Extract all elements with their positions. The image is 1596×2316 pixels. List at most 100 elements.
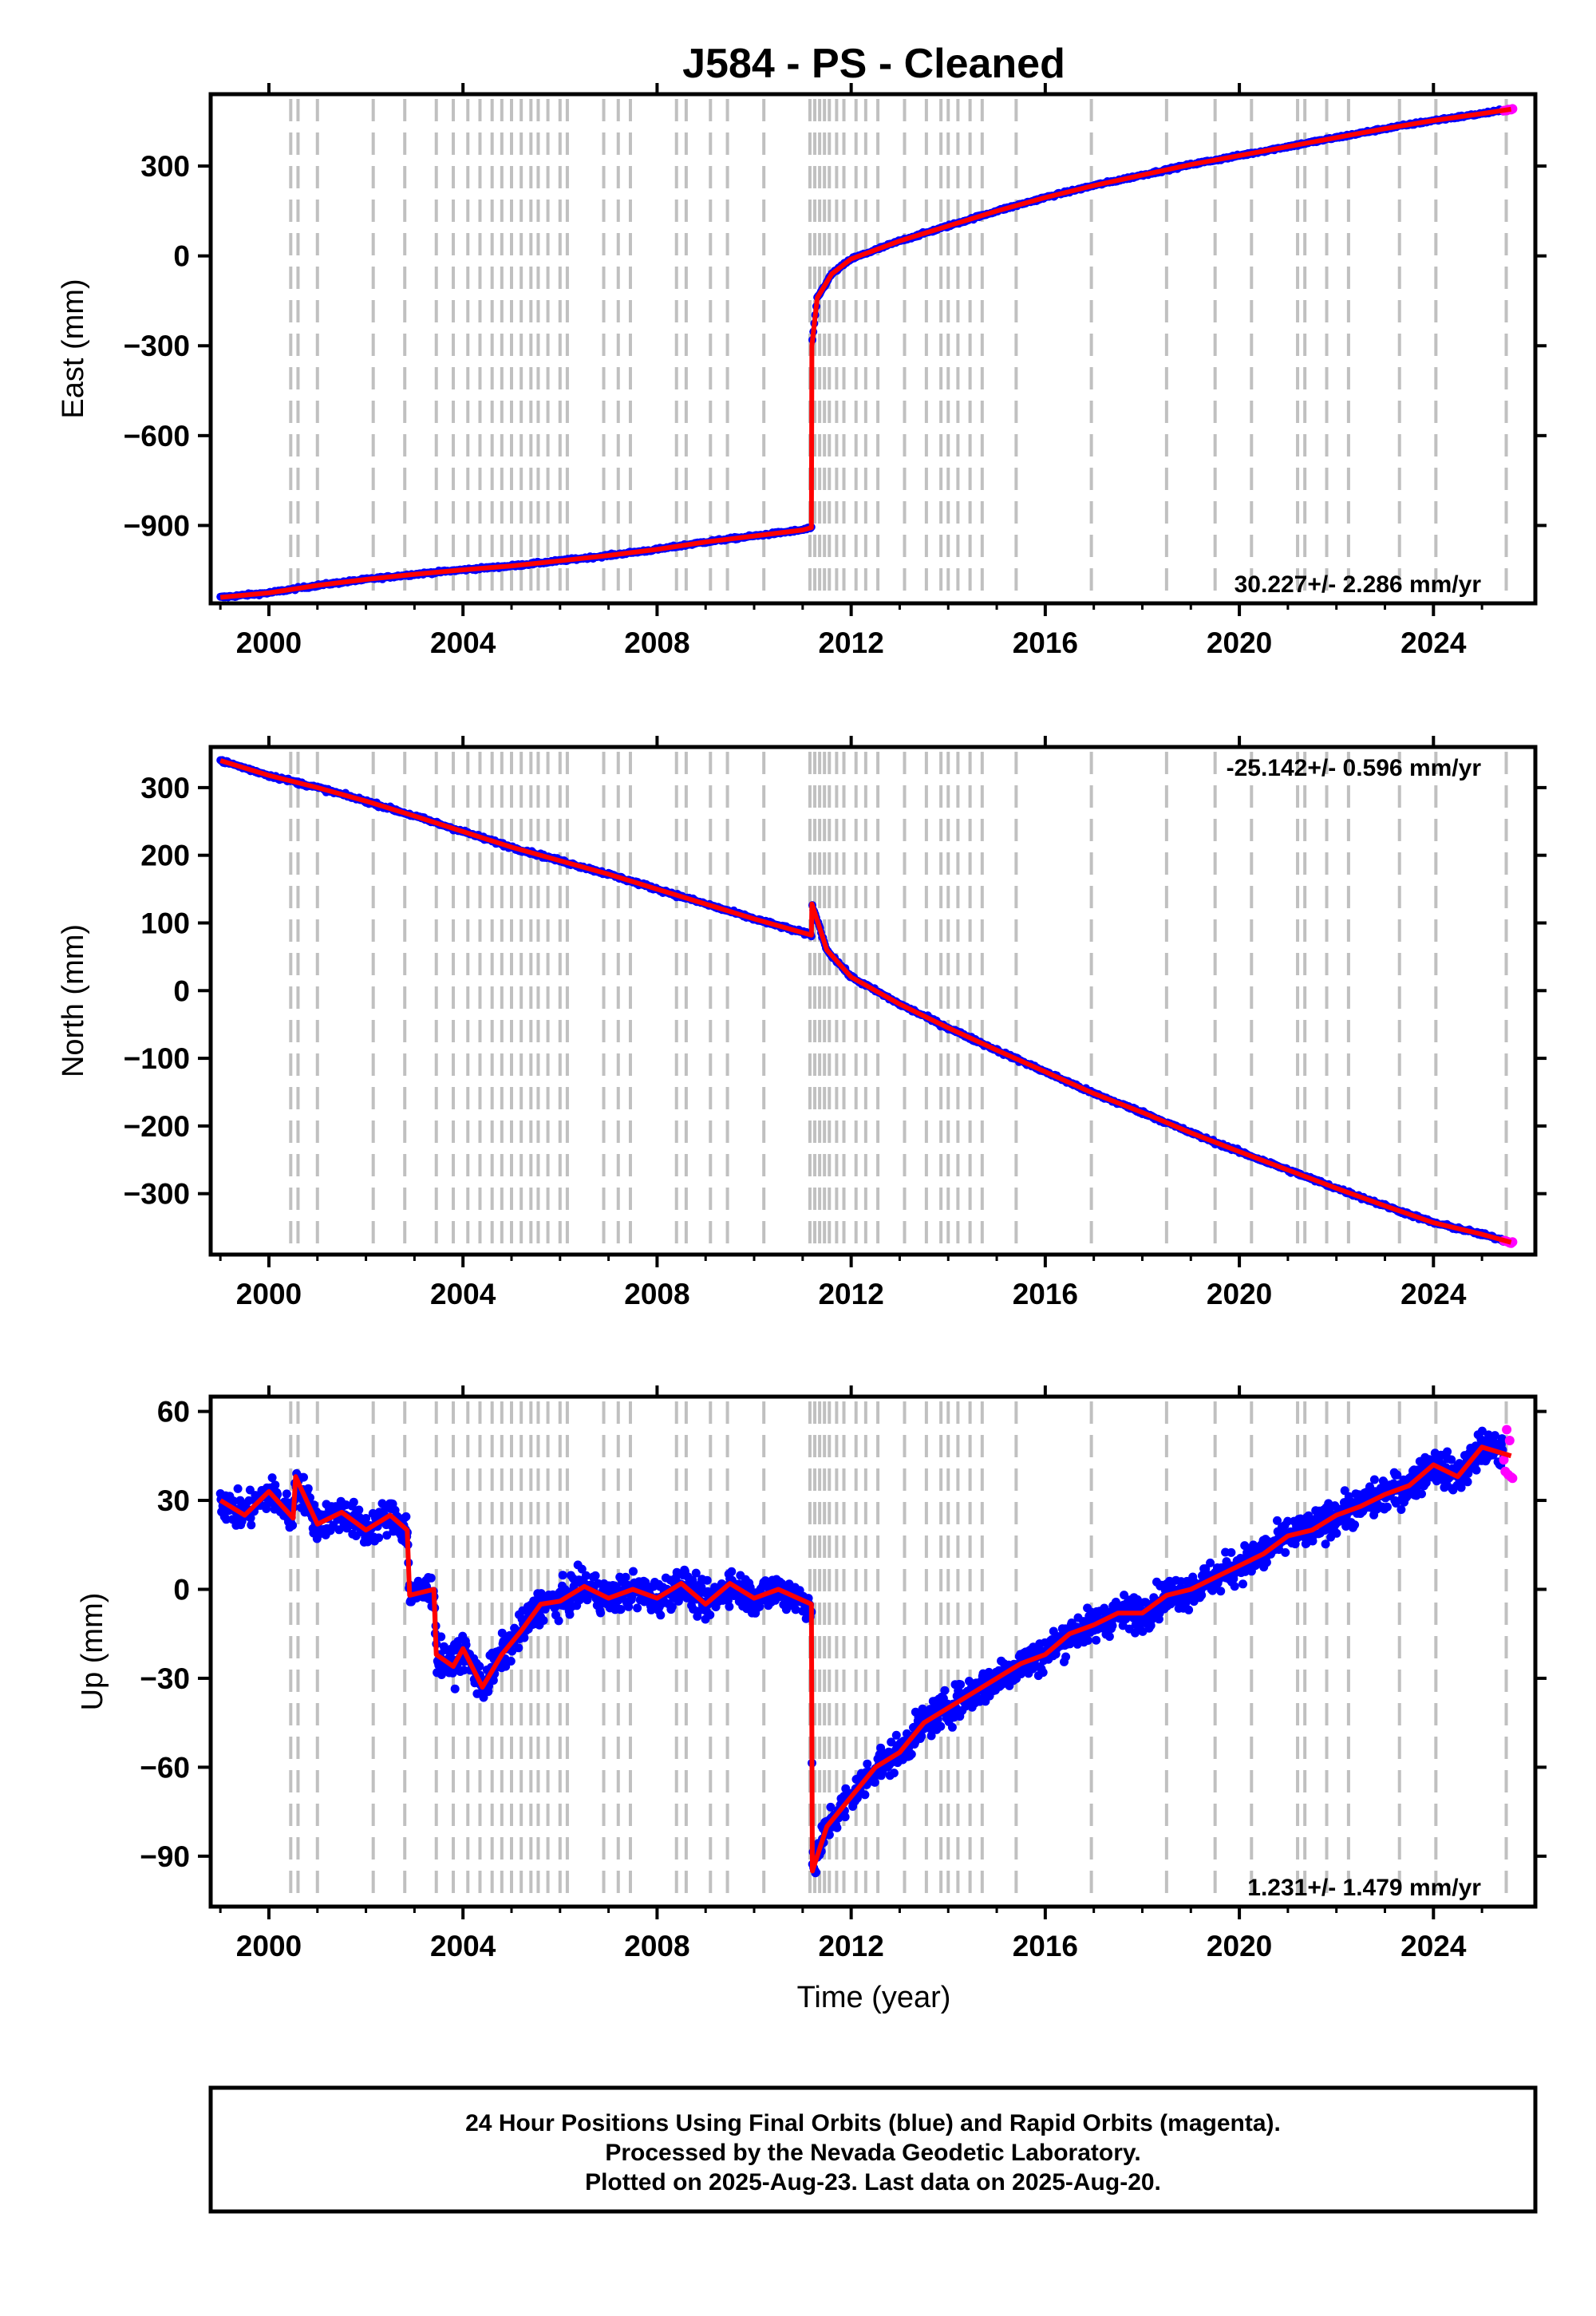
x-tick-label: 2024 <box>1400 626 1467 659</box>
final-orbit-point <box>1108 1621 1117 1630</box>
x-tick-label: 2004 <box>430 1278 496 1310</box>
final-orbit-point <box>1216 1587 1226 1596</box>
final-orbit-point <box>832 1823 842 1832</box>
north-final-orbit-points <box>216 756 1507 1246</box>
final-orbit-point <box>891 1730 901 1740</box>
x-tick-label: 2012 <box>818 626 883 659</box>
final-orbit-point <box>840 1812 850 1822</box>
final-orbit-point <box>1238 1579 1247 1589</box>
final-orbit-point <box>514 1643 523 1653</box>
final-orbit-point <box>705 1611 715 1619</box>
up-panel: 2000 2004 2008 2012 2016 2020 2024−90−60−30030… <box>76 1385 1547 1962</box>
x-tick-label: 2016 <box>1013 626 1078 659</box>
figure-title: J584 - PS - Cleaned <box>682 41 1065 87</box>
x-tick-label: 2004 <box>430 626 496 659</box>
final-orbit-point <box>1382 1502 1392 1512</box>
x-tick-label: 2000 <box>236 626 302 659</box>
final-orbit-point <box>288 1520 298 1530</box>
up-final-orbit-points <box>215 1426 1508 1878</box>
final-orbit-point <box>727 1567 737 1576</box>
north-x-axis: 2000 2004 2008 2012 2016 2020 2024 <box>219 736 1483 1310</box>
final-orbit-point <box>349 1497 358 1507</box>
final-orbit-point <box>860 1790 870 1800</box>
final-orbit-point <box>863 1759 872 1769</box>
north-y-axis-label: North (mm) <box>57 924 90 1077</box>
final-orbit-point <box>947 1722 957 1732</box>
final-orbit-point <box>303 1484 313 1493</box>
final-orbit-point <box>1061 1652 1071 1662</box>
east-equipment-change-lines <box>289 99 1508 599</box>
final-orbit-point <box>475 1662 484 1671</box>
final-orbit-point <box>374 1533 384 1543</box>
final-orbit-point <box>558 1571 567 1580</box>
final-orbit-point <box>1197 1591 1207 1600</box>
final-orbit-point <box>299 1472 308 1482</box>
final-orbit-point <box>1332 1528 1341 1538</box>
final-orbit-point <box>401 1512 411 1521</box>
x-tick-label: 2016 <box>1013 1278 1078 1310</box>
final-orbit-point <box>1281 1547 1290 1557</box>
final-orbit-point <box>907 1749 916 1759</box>
y-tick-label: 300 <box>140 150 190 183</box>
x-tick-label: 2020 <box>1207 1278 1272 1310</box>
final-orbit-point <box>656 1611 666 1620</box>
final-orbit-point <box>596 1608 606 1618</box>
final-orbit-point <box>1350 1520 1360 1530</box>
final-orbit-point <box>889 1769 899 1778</box>
final-orbit-point <box>1038 1668 1048 1678</box>
final-orbit-point <box>233 1484 243 1493</box>
final-orbit-point <box>247 1520 256 1530</box>
final-orbit-point <box>629 1567 638 1576</box>
east-y-axis-label: East (mm) <box>57 279 90 418</box>
final-orbit-point <box>725 1602 734 1611</box>
north-panel: 2000 2004 2008 2012 2016 2020 2024 −300 −200 −100… <box>57 736 1547 1310</box>
final-orbit-point <box>354 1505 364 1515</box>
y-tick-label: 0 <box>173 240 190 273</box>
x-tick-label: 2012 <box>818 1278 883 1310</box>
final-orbit-point <box>554 1616 563 1626</box>
final-orbit-point <box>282 1489 291 1499</box>
y-tick-label: −600 <box>124 420 190 453</box>
y-tick-label: −900 <box>124 509 190 542</box>
final-orbit-point <box>1092 1635 1101 1645</box>
x-tick-label: 2024 <box>1400 1278 1467 1310</box>
y-tick-label: 300 <box>140 772 190 804</box>
final-orbit-point <box>1369 1475 1379 1484</box>
east-panel: 2000 2004 2008 2012 2016 2020 2024−900−600−300… <box>57 83 1547 659</box>
final-orbit-point <box>621 1572 630 1582</box>
final-orbit-point <box>616 1605 626 1614</box>
final-orbit-point <box>1227 1547 1236 1557</box>
y-tick-label: −100 <box>124 1042 190 1075</box>
east-final-orbit-points <box>216 105 1507 602</box>
final-orbit-point <box>1104 1632 1114 1642</box>
final-orbit-point <box>702 1575 712 1585</box>
x-tick-label: 2008 <box>624 1278 689 1310</box>
y-tick-label: −300 <box>124 1178 190 1211</box>
east-plot-frame <box>208 92 1538 606</box>
north-rate-label: -25.142+/- 0.596 mm/yr <box>1227 755 1482 781</box>
east-rate-label: 30.227+/- 2.286 mm/yr <box>1235 571 1482 598</box>
final-orbit-point <box>539 1616 548 1625</box>
final-orbit-point <box>936 1721 946 1731</box>
y-tick-label: 0 <box>173 974 190 1007</box>
final-orbit-point <box>1230 1582 1239 1591</box>
east-x-axis: 2000 2004 2008 2012 2016 2020 2024 <box>219 83 1483 659</box>
final-orbit-point <box>506 1657 516 1666</box>
final-orbit-point <box>426 1573 436 1583</box>
final-orbit-point <box>826 1802 836 1812</box>
y-tick-label: −200 <box>124 1110 190 1143</box>
x-tick-label: 2020 <box>1207 626 1272 659</box>
north-plot-frame <box>208 745 1538 1257</box>
final-orbit-point <box>956 1680 966 1690</box>
final-orbit-point <box>591 1571 600 1580</box>
final-orbit-point <box>940 1686 950 1695</box>
final-orbit-point <box>633 1603 642 1613</box>
final-orbit-point <box>450 1684 460 1694</box>
x-tick-label: 2000 <box>236 1278 302 1310</box>
east-y-axis: −900 −600 −300 0 300 <box>124 150 1547 542</box>
final-orbit-point <box>565 1610 575 1619</box>
y-tick-label: −300 <box>124 330 190 362</box>
east-model-line <box>219 106 1512 600</box>
